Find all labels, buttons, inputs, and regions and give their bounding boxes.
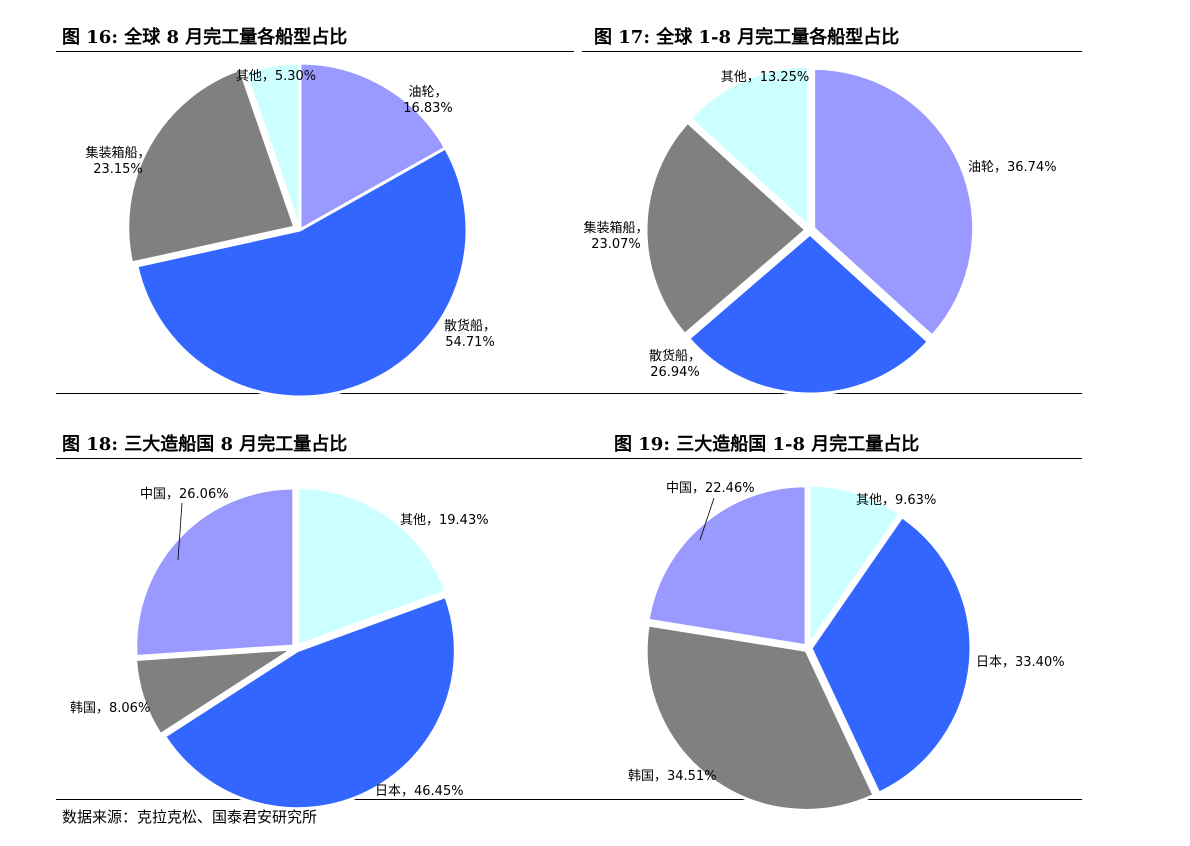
data-label-集装箱船: 集装箱船， 23.15% (85, 145, 150, 177)
data-label-韩国: 韩国，34.51% (628, 769, 717, 784)
figure-16-title: 图 16: 全球 8 月完工量各船型占比 (62, 27, 348, 48)
pie-slice-散货船 (135, 145, 469, 399)
data-label-韩国: 韩国，8.06% (70, 701, 150, 716)
data-label-油轮: 油轮，36.74% (968, 160, 1057, 175)
pie-slice-其他 (243, 61, 302, 231)
figure-17-top-rule (582, 51, 1082, 52)
lower-bottom-rule (56, 799, 1082, 800)
pie-slice-油轮 (298, 61, 448, 233)
pie-slice-集装箱船 (126, 67, 297, 265)
data-label-散货船: 散货船， 54.71% (444, 318, 496, 350)
figure-19-top-rule (572, 458, 1082, 459)
pie-slice-油轮 (812, 66, 976, 339)
pie-slice-韩国 (644, 623, 877, 812)
figure-16-top-rule (56, 51, 574, 52)
figure-17-title: 图 17: 全球 1-8 月完工量各船型占比 (594, 27, 900, 48)
data-label-其他: 其他，9.63% (856, 493, 936, 508)
pie-slice-日本 (809, 514, 973, 796)
pie-slice-中国 (134, 486, 296, 659)
figure-18-top-rule (56, 458, 572, 459)
pie-slice-中国 (646, 484, 808, 648)
pie-slice-其他 (687, 64, 810, 230)
leader-line-中国 (699, 497, 715, 541)
figure-19-title: 图 19: 三大造船国 1-8 月完工量占比 (614, 434, 920, 455)
data-label-集装箱船: 集装箱船， 23.07% (583, 220, 648, 252)
upper-bottom-rule (56, 393, 1082, 394)
figure-18-title: 图 18: 三大造船国 8 月完工量占比 (62, 434, 348, 455)
data-label-中国: 中国，22.46% (666, 481, 755, 496)
pie-slice-韩国 (133, 647, 299, 737)
data-label-中国: 中国，26.06% (140, 487, 229, 502)
data-label-其他: 其他，5.30% (236, 69, 316, 84)
data-label-油轮: 油轮， 16.83% (403, 85, 453, 116)
data-label-其他: 其他，13.25% (721, 70, 810, 85)
data-label-其他: 其他，19.43% (400, 513, 489, 528)
data-label-日本: 日本，46.45% (375, 784, 464, 799)
data-source-note: 数据来源：克拉克松、国泰君安研究所 (62, 808, 318, 826)
leader-line-中国 (177, 502, 183, 561)
data-label-日本: 日本，33.40% (976, 655, 1065, 670)
data-label-散货船: 散货船， 26.94% (649, 348, 701, 380)
pie-slice-其他 (807, 483, 902, 650)
pie-slice-散货船 (686, 231, 931, 396)
pie-slice-日本 (162, 594, 457, 811)
pie-slice-集装箱船 (644, 120, 809, 337)
pie-slice-其他 (296, 486, 449, 648)
